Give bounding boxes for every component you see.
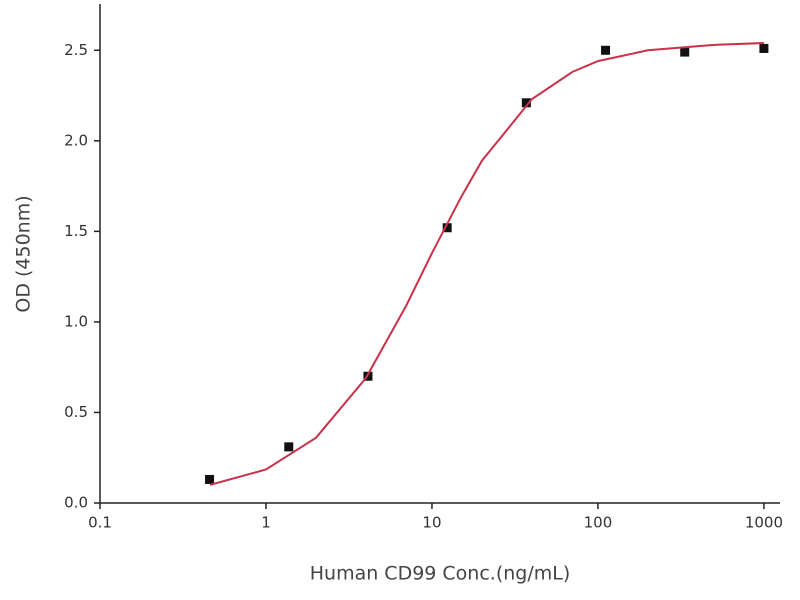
data-point — [680, 47, 690, 57]
y-tick-label: 1.5 — [64, 222, 88, 240]
y-tick-label: 0.5 — [64, 403, 88, 421]
data-point — [205, 474, 215, 484]
y-tick-label: 0.0 — [64, 494, 88, 512]
x-tick-label: 1000 — [745, 514, 783, 532]
x-tick-label: 100 — [584, 514, 613, 532]
y-tick-label: 1.0 — [64, 312, 88, 330]
fit-curve — [209, 42, 764, 486]
x-tick-label: 10 — [422, 514, 441, 532]
data-point — [521, 98, 531, 108]
data-point — [601, 45, 611, 55]
x-axis-title: Human CD99 Conc.(ng/mL) — [310, 563, 571, 585]
data-point — [759, 43, 769, 53]
y-tick-label: 2.0 — [64, 131, 88, 149]
y-tick-label: 2.5 — [64, 41, 88, 59]
data-point — [284, 442, 294, 452]
x-tick-label: 0.1 — [88, 514, 112, 532]
x-tick-label: 1 — [261, 514, 271, 532]
y-axis-title: OD (450nm) — [13, 195, 35, 312]
data-point — [442, 223, 452, 233]
